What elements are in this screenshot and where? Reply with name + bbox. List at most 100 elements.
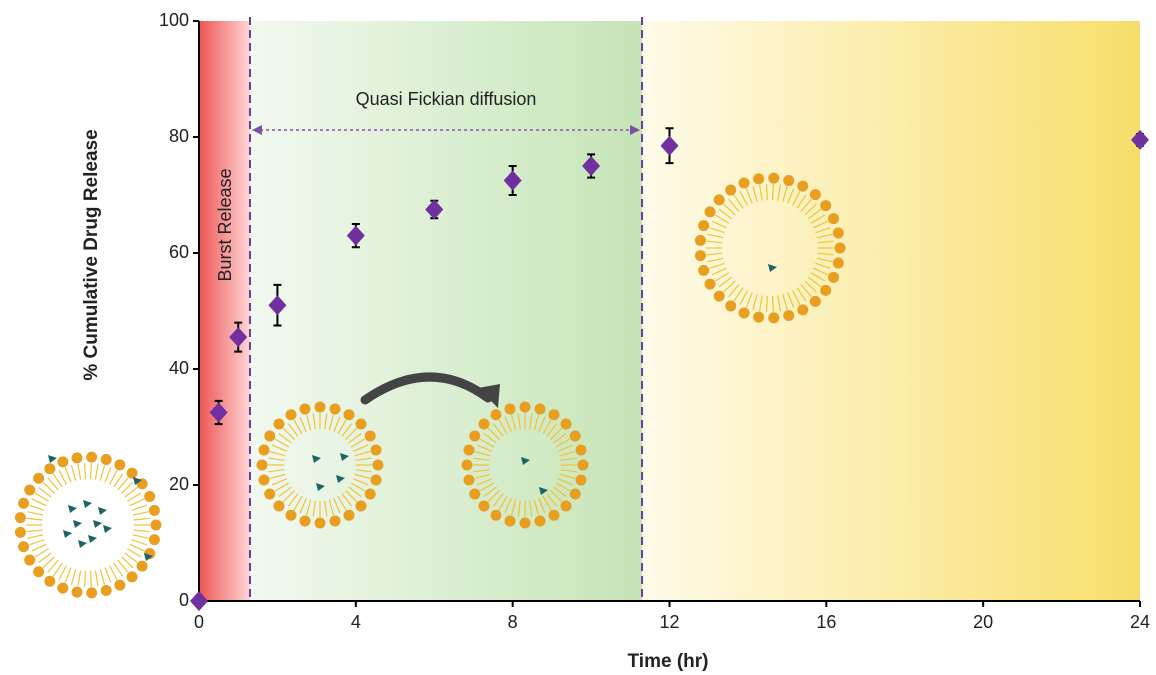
lipid-head	[810, 189, 821, 200]
lipid-head	[57, 456, 68, 467]
lipid-tail	[85, 463, 86, 479]
y-tick-label: 100	[159, 10, 189, 30]
lipid-head	[504, 516, 515, 527]
lipid-head	[810, 296, 821, 307]
lipid-head	[739, 308, 750, 319]
lipid-tail	[132, 540, 147, 545]
lipid-head	[24, 484, 35, 495]
lipid-head	[576, 444, 587, 455]
lipid-head	[820, 285, 831, 296]
lipid-head	[330, 403, 341, 414]
lipid-tail	[130, 499, 145, 506]
x-tick-label: 0	[194, 612, 204, 632]
lipid-head	[264, 431, 275, 442]
lipid-head	[797, 181, 808, 192]
lipid-tail	[29, 505, 44, 510]
lipid-head	[463, 475, 474, 486]
lipid-head	[705, 279, 716, 290]
lipid-head	[299, 516, 310, 527]
lipid-head	[356, 418, 367, 429]
x-axis-label: Time (hr)	[628, 651, 709, 672]
lipid-head	[520, 518, 531, 529]
lipid-head	[273, 501, 284, 512]
lipid-head	[356, 501, 367, 512]
lipid-head	[44, 576, 55, 587]
phase-label: Burst Release	[215, 168, 235, 281]
lipid-head	[365, 431, 376, 442]
lipid-tail	[100, 465, 104, 480]
lipid-head	[520, 402, 531, 413]
lipid-head	[833, 227, 844, 238]
lipid-tail	[78, 570, 81, 586]
lipid-head	[365, 489, 376, 500]
phase-label: Quasi Fickian diffusion	[356, 89, 537, 109]
lipid-tail	[100, 569, 104, 584]
y-tick-label: 80	[169, 126, 189, 146]
lipid-tail	[29, 540, 44, 545]
lipid-head	[725, 300, 736, 311]
lipid-head	[315, 518, 326, 529]
lipid-head	[705, 206, 716, 217]
lipid-tail	[105, 467, 111, 482]
lipid-tail	[65, 568, 71, 583]
lipid-head	[144, 491, 155, 502]
lipid-head	[127, 468, 138, 479]
lipid-tail	[90, 571, 91, 587]
lipid-tail	[27, 512, 43, 515]
chart: Burst ReleaseQuasi Fickian diffusion0204…	[0, 0, 1156, 675]
lipid-head	[137, 561, 148, 572]
drug	[83, 500, 92, 508]
lipid-tail	[71, 465, 75, 480]
y-tick-label: 40	[169, 358, 189, 378]
lipid-tail	[110, 566, 117, 580]
lipid-head	[835, 243, 846, 254]
lipid-head	[797, 304, 808, 315]
x-tick-label: 4	[351, 612, 361, 632]
lipid-head	[18, 498, 29, 509]
lipid-head	[273, 418, 284, 429]
lipid-tail	[26, 518, 42, 520]
phase-region	[199, 21, 250, 601]
lipid-head	[18, 541, 29, 552]
lipid-head	[44, 463, 55, 474]
lipid-tail	[132, 505, 147, 510]
lipid-head	[315, 402, 326, 413]
phase-layer	[199, 17, 1140, 601]
lipid-tail	[90, 463, 91, 479]
x-tick-label: 12	[659, 612, 679, 632]
lipid-tail	[26, 530, 42, 532]
lipid-head	[828, 213, 839, 224]
lipid-head	[478, 501, 489, 512]
lipid-tail	[35, 493, 49, 501]
lipid-head	[570, 489, 581, 500]
lipid-head	[469, 431, 480, 442]
lipid-head	[828, 272, 839, 283]
lipid-head	[714, 291, 725, 302]
lipid-tail	[27, 535, 43, 538]
lipid-head	[783, 310, 794, 321]
lipid-head	[491, 510, 502, 521]
lipid-head	[695, 250, 706, 261]
lipid-head	[469, 489, 480, 500]
lipid-head	[578, 460, 589, 471]
lipid-head	[371, 475, 382, 486]
lipid-tail	[130, 544, 145, 551]
drug	[73, 520, 82, 528]
lipid-head	[725, 185, 736, 196]
drug	[93, 520, 102, 528]
lipid-head	[264, 489, 275, 500]
lipid-head	[71, 587, 82, 598]
lipid-head	[149, 534, 160, 545]
drug	[63, 530, 72, 538]
lipid-tail	[35, 549, 49, 557]
lipid-tail	[95, 570, 98, 586]
lipid-head	[330, 516, 341, 527]
lipid-head	[151, 520, 162, 531]
lipid-head	[286, 409, 297, 420]
lipid-head	[783, 175, 794, 186]
lipid-head	[149, 505, 160, 516]
lipid-head	[258, 475, 269, 486]
lipid-head	[535, 403, 546, 414]
drug	[78, 540, 87, 548]
y-tick-label: 60	[169, 242, 189, 262]
